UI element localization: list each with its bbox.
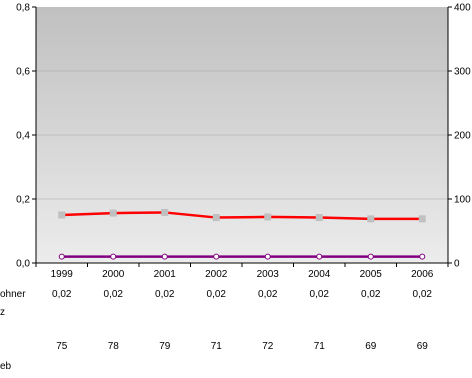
data-point xyxy=(367,215,375,223)
x-tick-label: 2004 xyxy=(308,269,331,280)
left-tick-label: 0,4 xyxy=(16,131,30,142)
data-point xyxy=(58,253,65,260)
data-point xyxy=(109,209,117,217)
table-cell: 75 xyxy=(56,341,68,352)
right-tick-label: 100 xyxy=(454,195,471,206)
table-cell: 69 xyxy=(417,341,429,352)
left-tick-label: 0,2 xyxy=(16,195,30,206)
data-point xyxy=(264,253,271,260)
table-cell: 0,02 xyxy=(104,289,124,300)
table-cell: 72 xyxy=(262,341,274,352)
table-cell: 79 xyxy=(159,341,171,352)
data-point xyxy=(161,208,169,216)
data-point xyxy=(419,253,426,260)
x-tick-label: 2000 xyxy=(102,269,125,280)
data-point xyxy=(315,214,323,222)
table-cell: 0,02 xyxy=(52,289,72,300)
data-point xyxy=(58,211,66,219)
data-point xyxy=(212,214,220,222)
series-1 xyxy=(58,253,426,260)
table-cell: 0,02 xyxy=(413,289,433,300)
data-table: 0,02 0,02 0,02 0,02 0,02 0,02 0,02 0,02 75 78 79 71… xyxy=(0,289,432,372)
x-tick-label: 2001 xyxy=(154,269,177,280)
x-tick-label: 2002 xyxy=(205,269,228,280)
table-row-label: z xyxy=(0,307,5,318)
data-point xyxy=(418,215,426,223)
data-point xyxy=(264,213,272,221)
right-tick-label: 0 xyxy=(454,259,460,270)
right-tick-label: 200 xyxy=(454,131,471,142)
table-cell: 78 xyxy=(108,341,120,352)
table-row-1: 0,02 0,02 0,02 0,02 0,02 0,02 0,02 0,02 xyxy=(52,289,432,300)
table-cell: 0,02 xyxy=(207,289,227,300)
series-line xyxy=(61,211,423,221)
x-axis-ticks: 1999 2000 2001 2002 2003 2004 2005 2006 xyxy=(35,263,449,280)
x-tick-label: 2006 xyxy=(411,269,434,280)
right-tick-label: 300 xyxy=(454,67,471,78)
table-row-label: eb xyxy=(0,361,12,372)
series-layer xyxy=(58,208,426,260)
table-cell: 0,02 xyxy=(258,289,278,300)
data-point xyxy=(367,253,374,260)
left-tick-label: 0,8 xyxy=(16,3,30,14)
table-row-2: 75 78 79 71 72 71 69 69 xyxy=(56,341,428,352)
right-axis-ticks: 0 100 200 300 400 xyxy=(448,3,471,270)
table-cell: 69 xyxy=(365,341,377,352)
data-point xyxy=(110,253,117,260)
table-row-label: ohner xyxy=(0,289,26,300)
left-tick-label: 0,0 xyxy=(16,259,30,270)
table-cell: 0,02 xyxy=(155,289,175,300)
table-cell: 71 xyxy=(314,341,326,352)
left-axis-ticks: 0,0 0,2 0,4 0,6 0,8 xyxy=(16,3,36,270)
left-tick-label: 0,6 xyxy=(16,67,30,78)
table-cell: 0,02 xyxy=(361,289,381,300)
x-tick-label: 1999 xyxy=(51,269,74,280)
right-tick-label: 400 xyxy=(454,3,471,14)
data-point xyxy=(316,253,323,260)
x-tick-label: 2003 xyxy=(257,269,280,280)
table-cell: 71 xyxy=(211,341,223,352)
data-point xyxy=(161,253,168,260)
data-point xyxy=(213,253,220,260)
x-tick-label: 2005 xyxy=(360,269,383,280)
series-2 xyxy=(58,208,426,223)
gridlines xyxy=(36,70,448,200)
table-cell: 0,02 xyxy=(310,289,330,300)
